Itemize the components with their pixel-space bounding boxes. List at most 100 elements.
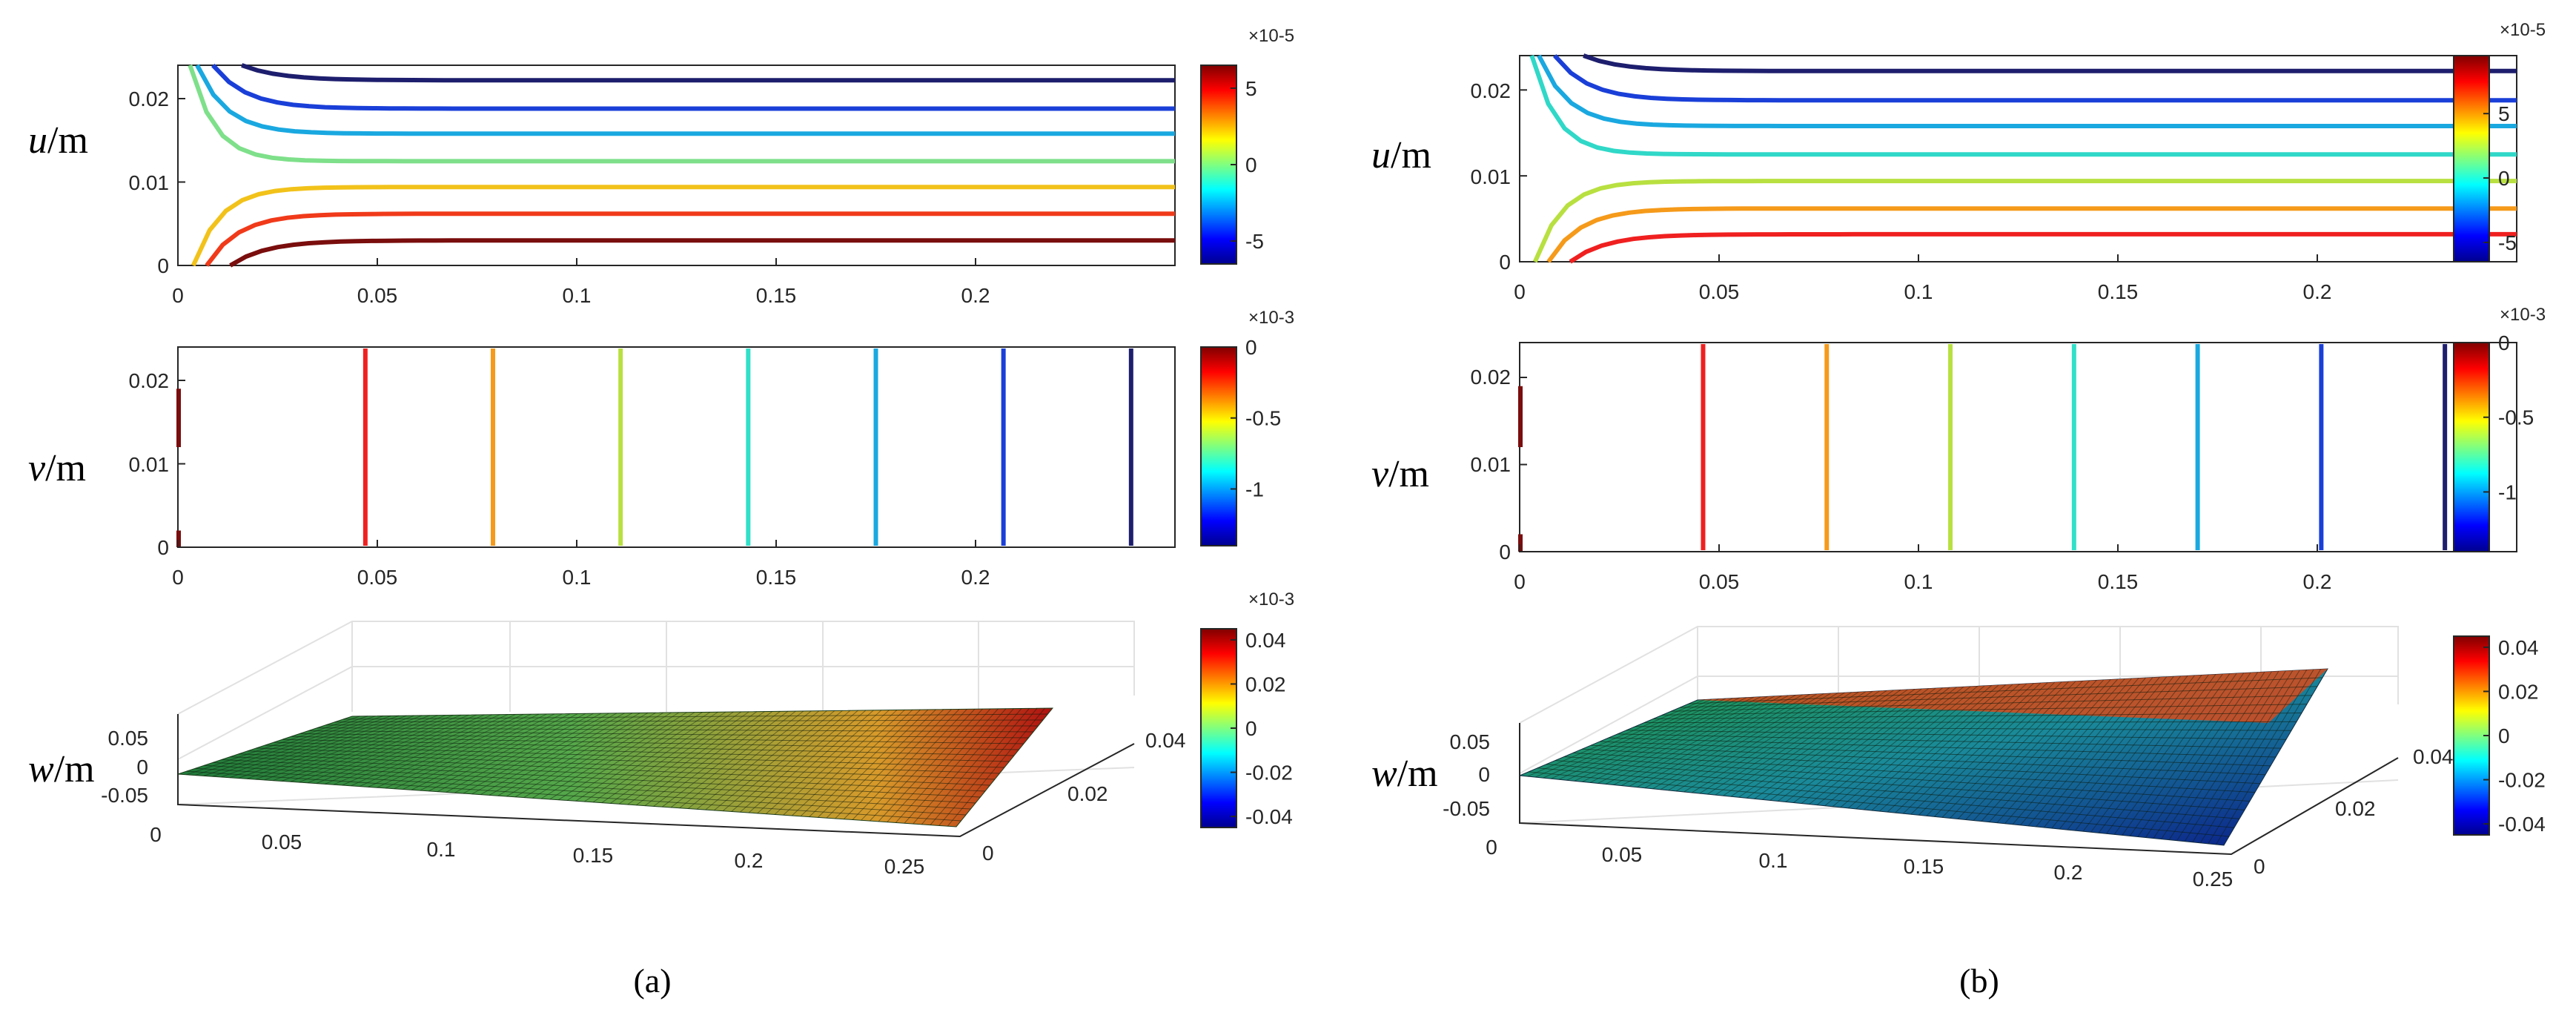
- mesh-line: [343, 713, 1048, 720]
- mesh-line: [334, 719, 1044, 723]
- xtick-label: 0.15: [2098, 280, 2139, 303]
- xtick-label: 0.25: [2193, 868, 2234, 891]
- mesh-line: [1661, 704, 2308, 716]
- mesh-line: [1572, 752, 2256, 793]
- mesh-line: [1617, 733, 2282, 749]
- box-grid-inner: [177, 621, 1135, 805]
- xtick-label: 0.1: [427, 838, 456, 861]
- mesh-line: [1546, 764, 2240, 819]
- colorbar-tick-label: 0: [2498, 724, 2510, 747]
- colorbar-a-u: ×10-5 5 0 -5: [1200, 26, 1294, 265]
- zticks-a-w: 0.05 0 -0.05: [101, 727, 148, 807]
- contour-line: [1532, 179, 2517, 263]
- ylabel-b-w: w/m: [1371, 753, 1438, 795]
- mesh-line: [265, 744, 1005, 768]
- surface-mesh-b: [1527, 669, 2323, 845]
- colorbar-tick-label: -5: [1245, 230, 1264, 253]
- ytick-label: 0: [157, 254, 169, 277]
- colorbar-ticks: 0.04 0.02 0 -0.02 -0.04: [2483, 636, 2546, 836]
- surface-a: [177, 707, 1054, 828]
- colorbar-tick-label: -0.5: [2498, 406, 2534, 429]
- xtick-label: 0.2: [735, 849, 764, 872]
- contour-line: [195, 64, 1175, 136]
- contour-line: [1529, 55, 2517, 157]
- colorbar-tick-label: 5: [2498, 102, 2510, 125]
- yticks-b-u: 0 0.01 0.02: [1471, 79, 1512, 274]
- mesh-line: [239, 753, 990, 786]
- colorbar-b-u: ×10-5 5 0 -5: [2453, 20, 2546, 262]
- colorbar-tick-label: -0.5: [1245, 407, 1281, 430]
- ytick-label: 0: [2254, 855, 2265, 878]
- xtick-label: 0.15: [573, 844, 614, 867]
- mesh-line: [274, 741, 1010, 762]
- mesh-line: [282, 739, 1015, 756]
- colorbar-ticks: 0 -0.5 -1: [1231, 336, 1281, 501]
- xtick-label: 0.1: [1904, 570, 1933, 593]
- ytick-label: 0.02: [1067, 782, 1108, 805]
- xtick-label: 0: [1486, 836, 1497, 859]
- surface-b-high: [1698, 669, 2328, 723]
- mesh-line: [291, 736, 1019, 750]
- colorbar-ticks: 0.04 0.02 0 -0.02 -0.04: [1231, 629, 1293, 828]
- xticks-b-u: 0 0.05 0.1 0.15 0.2: [1514, 280, 2331, 303]
- mesh-line: [308, 730, 1029, 739]
- colorbar-a-v: ×10-3 0 -0.5 -1: [1200, 308, 1294, 546]
- xtick-label: 0.2: [2303, 570, 2332, 593]
- plot-a-u: u/m 0 0.05 0.1 0.15 0.2 0 0.01 0.02 ×10-…: [28, 26, 1294, 307]
- ylabel-a-v: v/m: [28, 447, 86, 489]
- contour-line: [241, 63, 1175, 83]
- xtick-label: 0: [150, 823, 162, 846]
- axes-lines-a-w: [177, 714, 1135, 838]
- mesh-line: [1652, 713, 2302, 719]
- colorbar-tick-label: 0: [1245, 336, 1257, 359]
- mesh-line: [1670, 695, 2313, 712]
- contour-line: [1553, 53, 2517, 103]
- colorbar-tick-label: -0.02: [2498, 769, 2546, 792]
- axis-lines: [1519, 723, 2399, 856]
- xticks-b-v: 0 0.05 0.1 0.15 0.2: [1514, 570, 2331, 593]
- yticks-a-v: 0 0.01 0.02: [129, 369, 170, 559]
- axes-b-v: [1519, 342, 2517, 552]
- colorbar-exponent: ×10-3: [1248, 308, 1294, 328]
- mesh-line: [221, 759, 981, 798]
- xtick-label: 0.05: [357, 284, 398, 307]
- colorbar-tick-label: 0.02: [1245, 673, 1286, 696]
- ztick-label: -0.05: [1443, 797, 1490, 820]
- contour-line: [1537, 54, 2517, 128]
- ytick-label: 0.01: [129, 453, 170, 476]
- contour-line: [1569, 231, 2517, 264]
- mesh-line: [1590, 744, 2266, 776]
- xtick-label: 0.2: [2303, 280, 2332, 303]
- axes-a-v: [177, 346, 1176, 548]
- xticks-b-w: 0 0.05 0.1 0.15 0.2 0.25: [1486, 836, 2233, 891]
- ytick-label: 0: [157, 536, 169, 559]
- xtick-label: 0.1: [1904, 280, 1933, 303]
- mesh-line: [1563, 756, 2251, 802]
- axis-lines: [177, 714, 1135, 838]
- colorbar-tick-label: -1: [2498, 480, 2517, 503]
- xtick-label: 0.15: [756, 284, 797, 307]
- colorbar-exponent: ×10-3: [1248, 589, 1294, 610]
- ytick-label: 0.01: [1471, 165, 1512, 188]
- colorbar-ticks: 5 0 -5: [2483, 102, 2517, 254]
- ztick-label: 0.05: [1450, 730, 1491, 753]
- caption-a: (a): [633, 962, 671, 1000]
- ytick-label: 0.02: [2335, 797, 2376, 820]
- axes-b-u: [1519, 55, 2517, 262]
- xtick-label: 0: [172, 566, 184, 589]
- axes-lines-b-w: [1519, 723, 2399, 856]
- mesh-line: [1643, 721, 2297, 724]
- colorbar-gradient: [1200, 346, 1237, 546]
- xtick-label: 0.05: [262, 830, 302, 853]
- xtick-label: 0.25: [884, 855, 925, 878]
- colorbar-exponent: ×10-5: [1248, 26, 1294, 46]
- surface-box-b: [1519, 626, 2399, 824]
- xticks-a-u: 0 0.05 0.1 0.15 0.2: [172, 284, 990, 307]
- mesh-line: [186, 770, 961, 822]
- contour-line: [229, 238, 1175, 268]
- mesh-line: [1608, 737, 2277, 758]
- mesh-line: [1599, 741, 2271, 767]
- colorbar-exponent: ×10-5: [2500, 20, 2546, 40]
- xtick-label: 0.05: [1699, 280, 1740, 303]
